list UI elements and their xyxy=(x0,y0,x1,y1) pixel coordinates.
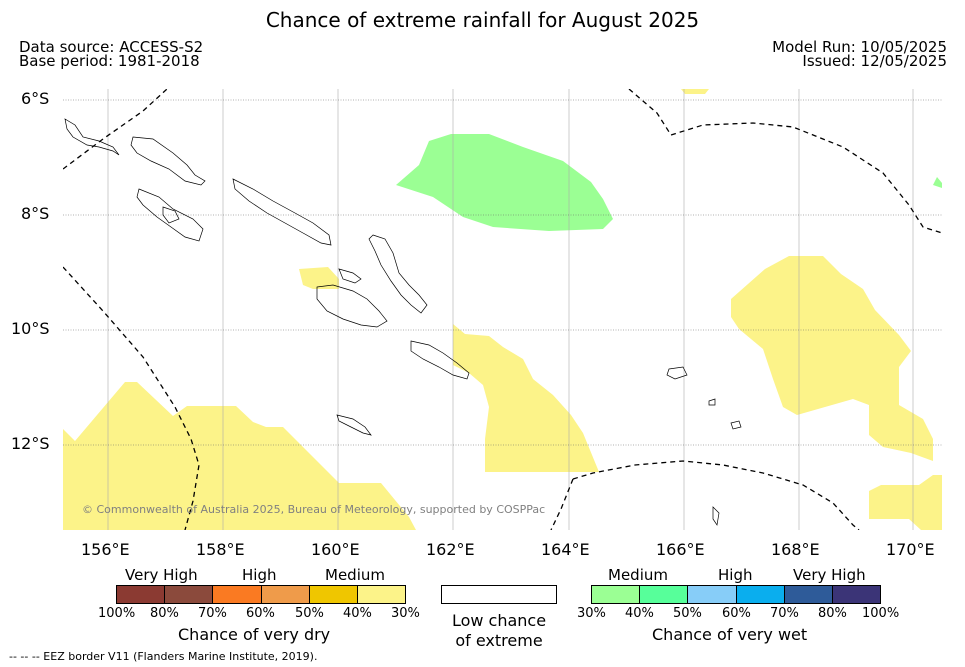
lon-label-168e: 168°E xyxy=(771,540,820,559)
dry-region-southwest xyxy=(63,382,416,530)
wet-swatch-1 xyxy=(591,585,640,604)
wet-tick-80: 80% xyxy=(818,606,847,621)
issued-text: Issued: 12/05/2025 xyxy=(802,52,947,70)
dry-swatch-4 xyxy=(261,585,310,604)
data-source-text: Data source: ACCESS-S2 xyxy=(19,38,204,56)
wet-heading-very-high: Very High xyxy=(793,566,866,584)
low-chance-swatch xyxy=(441,585,557,604)
dry-swatch-2 xyxy=(164,585,213,604)
wet-tick-30: 30% xyxy=(577,606,606,621)
temotu-coast xyxy=(712,506,720,526)
dry-heading-very-high: Very High xyxy=(125,566,198,584)
wet-legend-title: Chance of very wet xyxy=(652,625,808,644)
wet-tick-40: 40% xyxy=(625,606,654,621)
dry-tick-30: 30% xyxy=(391,606,420,621)
wet-swatch-3 xyxy=(687,585,737,604)
map-title: Chance of extreme rainfall for August 20… xyxy=(265,8,700,32)
lat-label-8s: 8°S xyxy=(21,204,50,223)
makira-coast xyxy=(410,340,470,380)
rennell-coast xyxy=(336,414,372,436)
dry-legend-title: Chance of very dry xyxy=(178,625,331,644)
wet-region-north xyxy=(396,134,613,231)
lat-lines xyxy=(63,99,942,446)
wet-swatch-4 xyxy=(736,585,785,604)
eez-border-west xyxy=(63,266,200,530)
dry-tick-50: 50% xyxy=(295,606,324,621)
wet-swatch-5 xyxy=(784,585,833,604)
dry-heading-medium: Medium xyxy=(325,566,385,584)
eez-border-northwest xyxy=(63,89,168,170)
gridlines xyxy=(107,89,914,530)
dry-region-central xyxy=(453,324,599,472)
bougainville-coast xyxy=(64,118,120,156)
dry-swatch-1 xyxy=(116,585,165,604)
wet-tick-50: 50% xyxy=(673,606,702,621)
wet-region-edge xyxy=(933,177,942,188)
dry-tick-40: 40% xyxy=(343,606,372,621)
source-info: Data source: ACCESS-S2 Base period: 1981… xyxy=(19,38,204,70)
dry-region-east xyxy=(731,256,933,461)
lon-label-166e: 166°E xyxy=(656,540,705,559)
dry-region-southeast xyxy=(869,475,942,530)
low-chance-line2: of extreme xyxy=(455,631,543,650)
lat-label-10s: 10°S xyxy=(11,319,50,338)
lat-label-12s: 12°S xyxy=(11,434,50,453)
wet-tick-60: 60% xyxy=(722,606,751,621)
base-period-text: Base period: 1981-2018 xyxy=(19,52,200,70)
lat-label-6s: 6°S xyxy=(21,89,50,108)
lon-label-164e: 164°E xyxy=(541,540,590,559)
dry-region-islands xyxy=(299,267,339,289)
rainfall-map: © Commonwealth of Australia 2025, Bureau… xyxy=(63,89,942,530)
dry-tick-60: 60% xyxy=(246,606,275,621)
dry-tick-80: 80% xyxy=(150,606,179,621)
new-georgia-coast xyxy=(136,188,204,242)
dry-region-top xyxy=(681,89,709,94)
wet-heading-medium: Medium xyxy=(608,566,668,584)
malaita-coast xyxy=(368,234,428,314)
guadalcanal-coast xyxy=(316,284,388,328)
eez-border-south xyxy=(572,460,860,530)
copyright-notice: © Commonwealth of Australia 2025, Bureau… xyxy=(82,503,545,516)
eez-border-north-east xyxy=(628,89,942,234)
eez-footer-note: -- -- -- EEZ border V11 (Flanders Marine… xyxy=(9,650,318,663)
wet-swatch-6 xyxy=(832,585,881,604)
dry-tick-100: 100% xyxy=(98,606,136,621)
eez-borders xyxy=(63,89,942,530)
wet-swatch-2 xyxy=(639,585,688,604)
rendova-coast xyxy=(162,206,180,224)
eez-border-south-left xyxy=(550,478,574,530)
lon-label-156e: 156°E xyxy=(81,540,130,559)
dry-swatch-3 xyxy=(212,585,262,604)
wet-heading-high: High xyxy=(718,566,753,584)
low-chance-label: Low chance of extreme xyxy=(441,611,557,651)
wet-tick-100: 100% xyxy=(862,606,900,621)
run-info: Model Run: 10/05/2025 Issued: 12/05/2025 xyxy=(772,38,947,70)
coastlines xyxy=(64,118,742,526)
low-chance-line1: Low chance xyxy=(451,611,547,630)
wet-tick-70: 70% xyxy=(770,606,799,621)
dry-tick-70: 70% xyxy=(198,606,227,621)
lon-label-170e: 170°E xyxy=(886,540,935,559)
dry-heading-high: High xyxy=(242,566,277,584)
dry-swatch-6 xyxy=(357,585,406,604)
dry-swatch-5 xyxy=(309,585,358,604)
utupua-coast xyxy=(730,420,742,430)
vanikoro-coast xyxy=(708,398,716,406)
model-run-text: Model Run: 10/05/2025 xyxy=(772,38,947,56)
isabel-coast xyxy=(232,178,332,246)
santa-cruz-coast xyxy=(666,366,688,380)
lon-label-160e: 160°E xyxy=(311,540,360,559)
lon-label-162e: 162°E xyxy=(426,540,475,559)
choiseul-coast xyxy=(130,136,206,186)
lon-label-158e: 158°E xyxy=(196,540,245,559)
florida-islands-coast xyxy=(338,268,362,284)
